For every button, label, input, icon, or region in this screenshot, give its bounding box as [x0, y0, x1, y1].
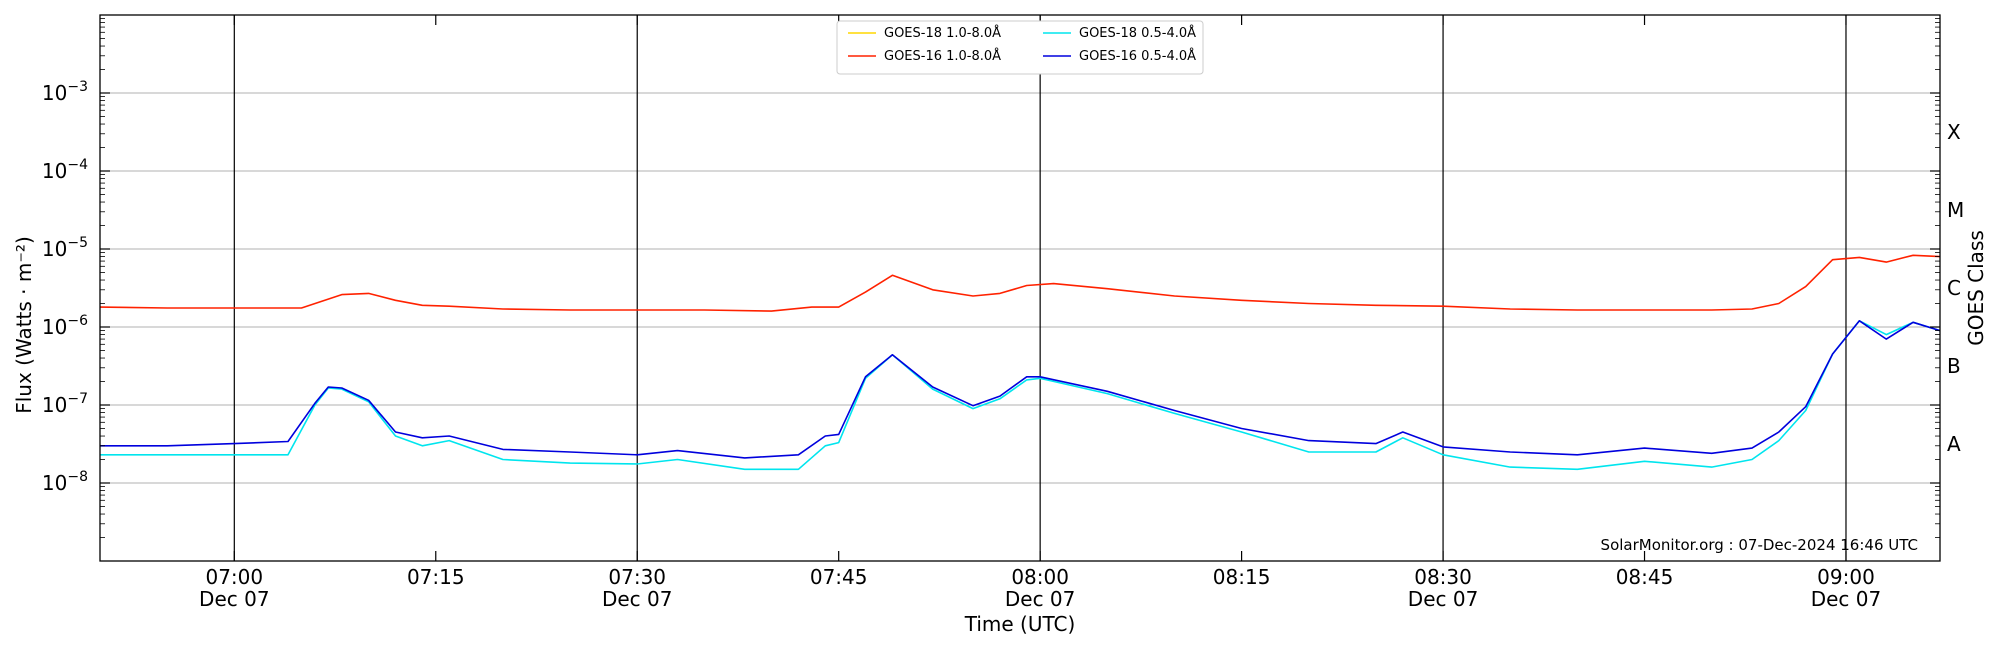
legend-label: GOES-16 1.0-8.0Å	[884, 48, 1001, 64]
x-axis-label: Time (UTC)	[964, 612, 1076, 636]
grid-layer	[100, 92, 1940, 484]
x-tick-label: 08:00	[1011, 565, 1069, 589]
y-tick-label: 10−8	[42, 469, 88, 495]
y-tick-label: 10−6	[42, 313, 88, 339]
goes-class-A: A	[1947, 432, 1961, 456]
series-line-1	[100, 319, 1941, 471]
x-tick-label: 07:15	[407, 565, 465, 589]
x-tick-label: 08:45	[1616, 565, 1674, 589]
x-tick-date-label: Dec 07	[1005, 587, 1076, 611]
legend-label: GOES-18 1.0-8.0Å	[884, 25, 1001, 41]
series-line-2	[100, 319, 1941, 459]
credit-text: SolarMonitor.org : 07-Dec-2024 16:46 UTC	[1601, 536, 1918, 554]
x-tick-date-label: Dec 07	[1811, 587, 1882, 611]
y-tick-label: 10−4	[42, 157, 88, 183]
x-tick-label: 07:00	[205, 565, 263, 589]
x-tick-date-label: Dec 07	[1408, 587, 1479, 611]
x-tick-label: 07:45	[810, 565, 868, 589]
x-tick-label: 08:30	[1414, 565, 1472, 589]
y-axis-right-label: GOES Class	[1964, 230, 1988, 346]
y-tick-label: 10−7	[42, 391, 88, 417]
x-tick-date-label: Dec 07	[602, 587, 673, 611]
goes-class-X: X	[1947, 120, 1961, 144]
legend-label: GOES-16 0.5-4.0Å	[1079, 48, 1196, 64]
goes-class-C: C	[1947, 276, 1961, 300]
legend: GOES-18 1.0-8.0Å GOES-16 1.0-8.0Å GOES-18 …	[836, 20, 1204, 75]
y-axis-label: Flux (Watts · m⁻²)	[12, 236, 36, 414]
legend-label: GOES-18 0.5-4.0Å	[1079, 25, 1196, 41]
series-line-0	[99, 254, 1941, 312]
x-tick-label: 07:30	[608, 565, 666, 589]
goes-class-M: M	[1947, 198, 1964, 222]
y-tick-label: 10−5	[42, 235, 88, 261]
goes-class-labels: A B C M X	[1947, 120, 1964, 456]
x-tick-label: 09:00	[1817, 565, 1875, 589]
day-boundary-lines	[233, 15, 1847, 561]
series-layer	[99, 254, 1941, 471]
x-tick-label: 08:15	[1213, 565, 1271, 589]
plot-frame	[99, 14, 1941, 562]
y-axis-ticks: 10−8 10−7 10−6 10−5 10−4 10−3	[42, 18, 1940, 538]
y-tick-label: 10−3	[42, 79, 88, 105]
x-tick-date-label: Dec 07	[199, 587, 270, 611]
goes-class-B: B	[1947, 354, 1961, 378]
